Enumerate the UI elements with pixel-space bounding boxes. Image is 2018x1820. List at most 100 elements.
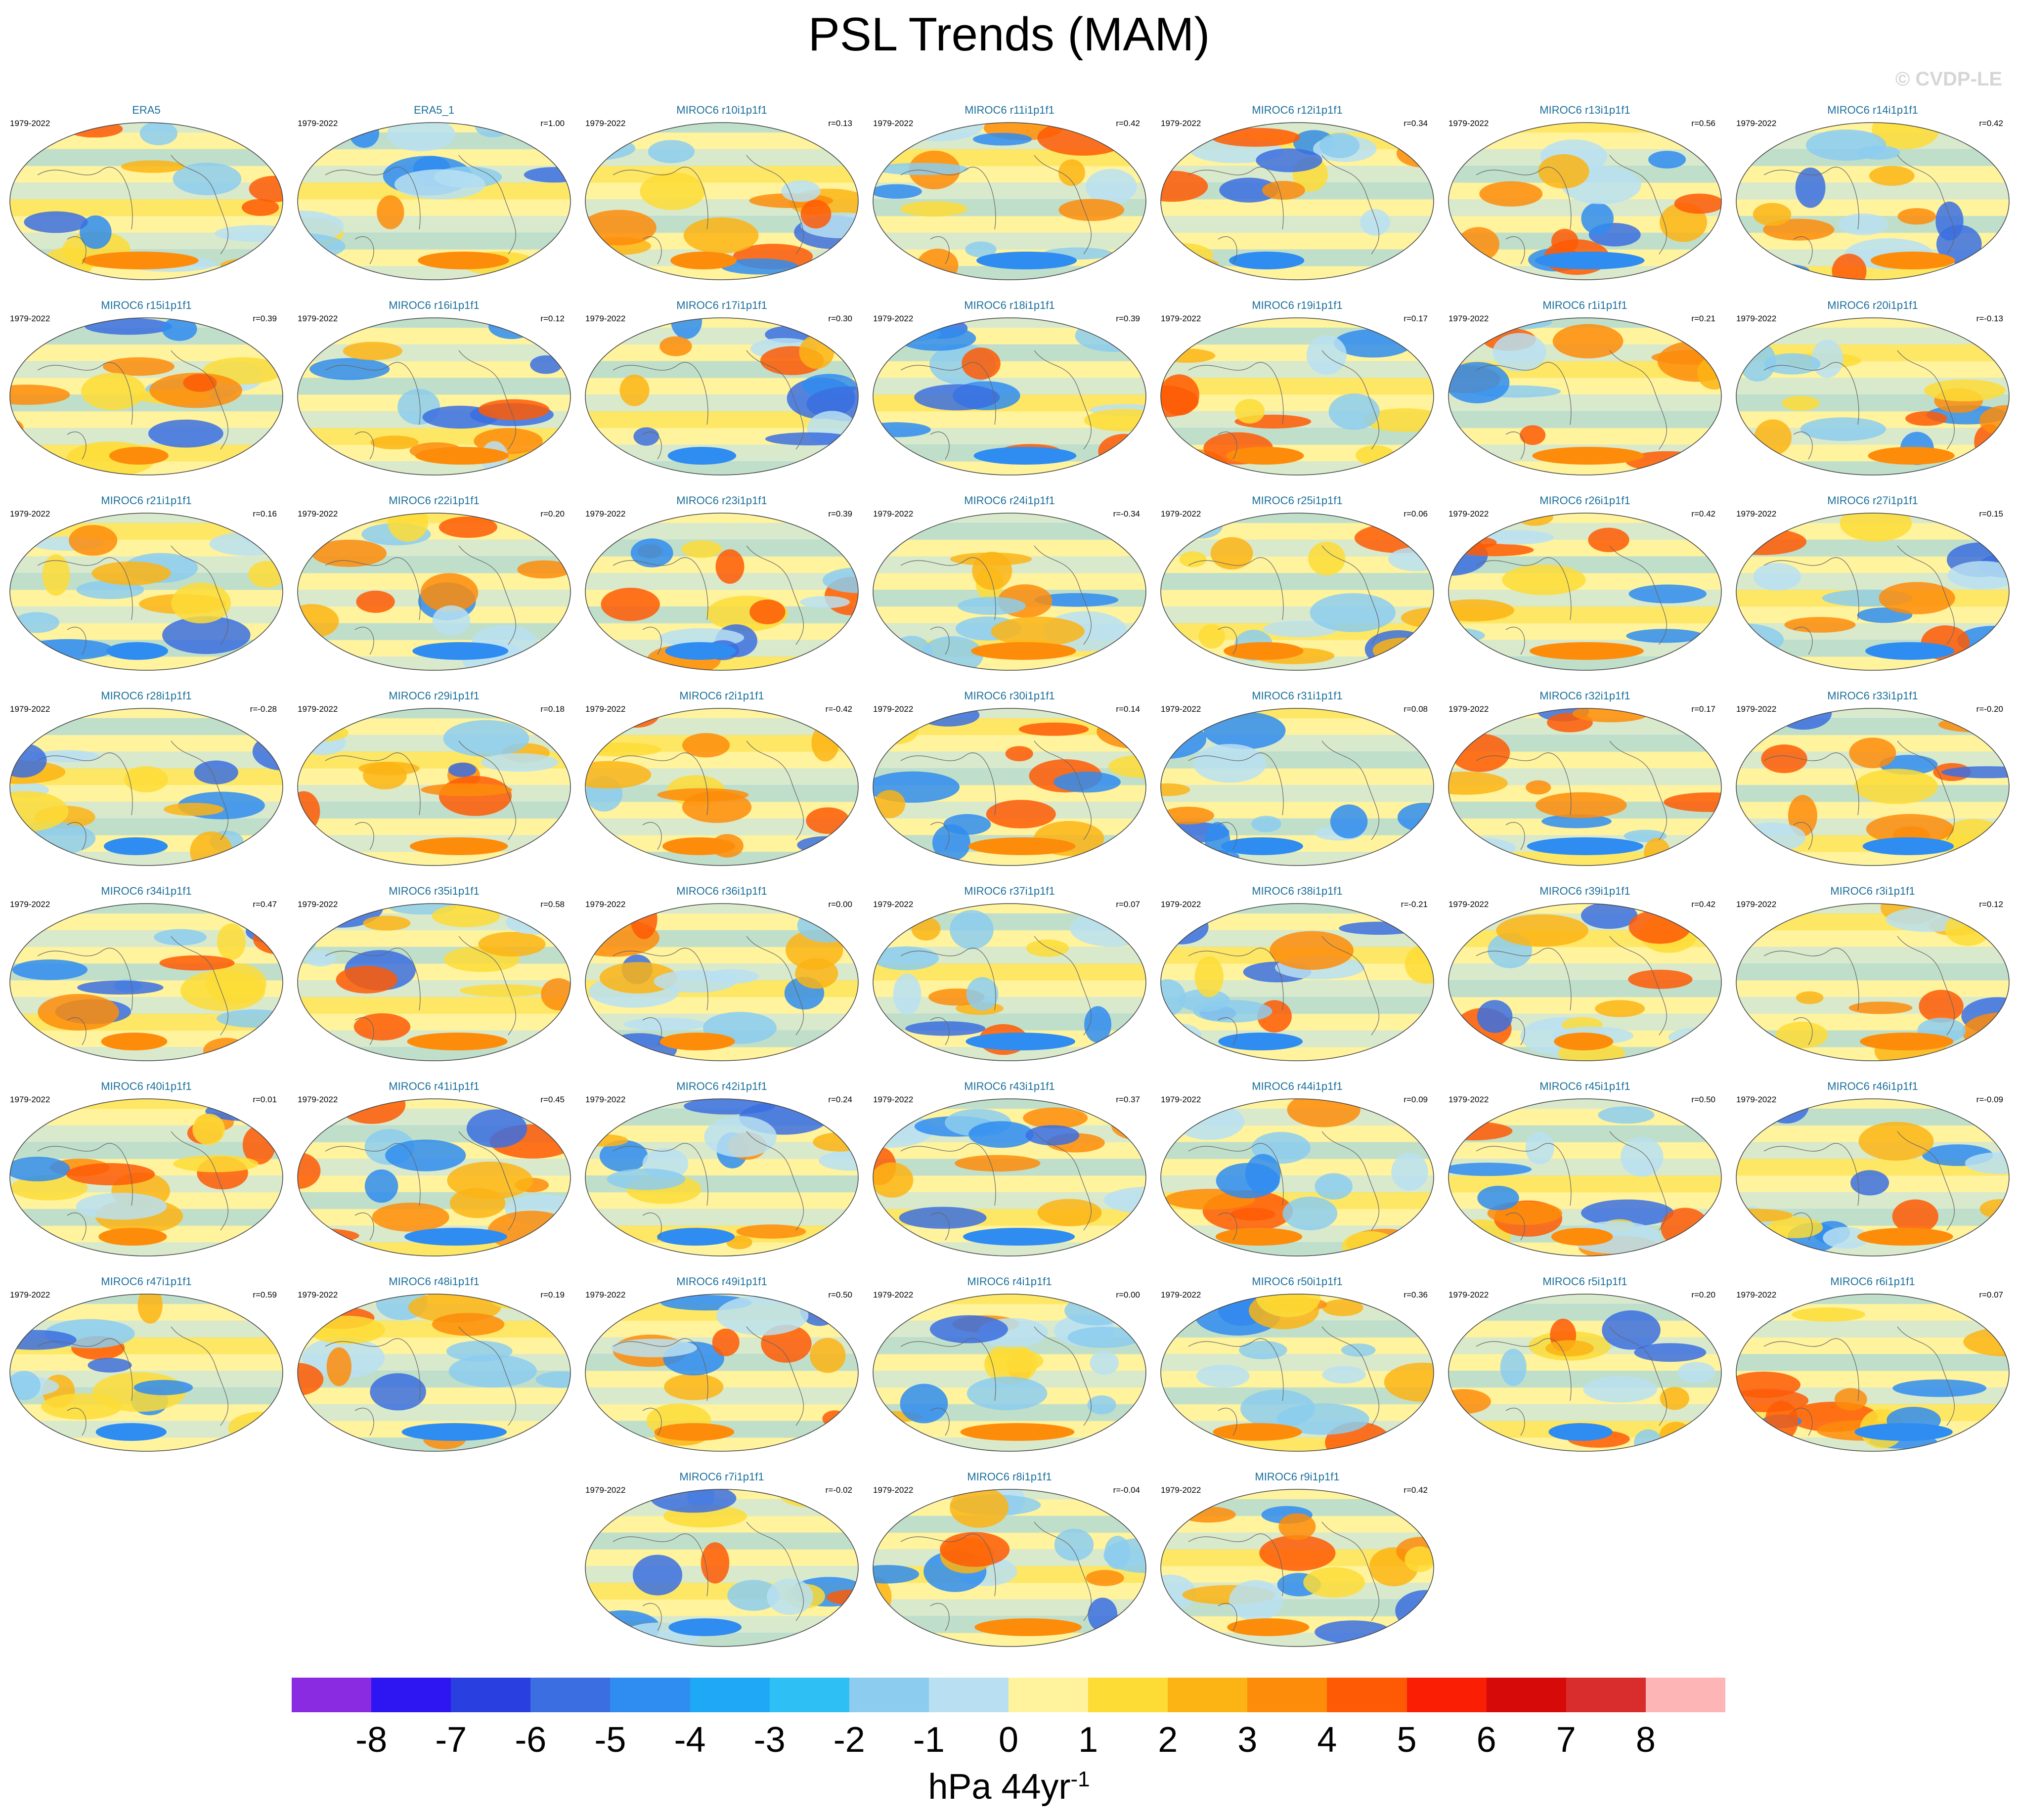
panel-correlation: r=0.08 [1404, 704, 1428, 714]
colorbar-tick-label: -8 [355, 1720, 388, 1760]
panel-period: 1979-2022 [585, 900, 626, 909]
colorbar-swatch [769, 1678, 850, 1712]
panel-correlation: r=-0.34 [1113, 509, 1140, 519]
panel-title: MIROC6 r15i1p1f1 [101, 299, 192, 311]
panel-correlation: r=0.58 [540, 900, 565, 909]
panel-correlation: r=0.16 [253, 509, 277, 519]
panel-period: 1979-2022 [585, 1095, 626, 1104]
map-panel: MIROC6 r9i1p1f1 1979-2022 r=0.42 [1159, 1471, 1436, 1652]
panel-correlation: r=0.19 [540, 1290, 565, 1300]
colorbar-swatch [1486, 1678, 1567, 1712]
map-panel: MIROC6 r11i1p1f1 1979-2022 r=0.42 [871, 104, 1148, 286]
map-panel: MIROC6 r44i1p1f1 1979-2022 r=0.09 [1159, 1080, 1436, 1262]
colorbar-swatch [451, 1678, 531, 1712]
panel-period: 1979-2022 [1736, 900, 1777, 909]
trend-map [297, 317, 571, 476]
panel-title: MIROC6 r23i1p1f1 [676, 494, 767, 507]
panel-period: 1979-2022 [10, 1290, 50, 1300]
panel-period: 1979-2022 [1161, 119, 1201, 128]
map-panel: MIROC6 r24i1p1f1 1979-2022 r=-0.34 [871, 494, 1148, 676]
map-panel: MIROC6 r37i1p1f1 1979-2022 r=0.07 [871, 885, 1148, 1067]
trend-map [9, 1098, 283, 1257]
colorbar-swatch [928, 1678, 1009, 1712]
panel-correlation: r=0.36 [1404, 1290, 1428, 1300]
panel-period: 1979-2022 [1448, 1095, 1489, 1104]
trend-map [297, 1098, 571, 1257]
panel-correlation: r=0.50 [1691, 1095, 1715, 1104]
trend-map [1448, 1098, 1722, 1257]
panel-correlation: r=0.39 [1116, 314, 1140, 323]
colorbar-swatch [610, 1678, 691, 1712]
panel-title: MIROC6 r50i1p1f1 [1252, 1275, 1343, 1288]
panel-period: 1979-2022 [1448, 119, 1489, 128]
panel-title: MIROC6 r35i1p1f1 [389, 885, 480, 897]
colorbar-tick-label: -3 [753, 1720, 786, 1760]
panel-period: 1979-2022 [1448, 900, 1489, 909]
panel-correlation: r=0.24 [828, 1095, 852, 1104]
panel-period: 1979-2022 [1161, 1095, 1201, 1104]
trend-map [9, 513, 283, 671]
panel-period: 1979-2022 [298, 1095, 338, 1104]
map-panel: MIROC6 r23i1p1f1 1979-2022 r=0.39 [583, 494, 860, 676]
panel-correlation: r=0.14 [1116, 704, 1140, 714]
panel-correlation: r=0.17 [1691, 704, 1715, 714]
panel-period: 1979-2022 [585, 704, 626, 714]
panel-correlation: r=0.34 [1404, 119, 1428, 128]
panel-correlation: r=0.50 [828, 1290, 852, 1300]
trend-map [1448, 903, 1722, 1061]
trend-map [1448, 1294, 1722, 1452]
trend-map [873, 903, 1146, 1061]
trend-map [9, 1294, 283, 1452]
figure-title: PSL Trends (MAM) [808, 8, 1210, 61]
panel-title: MIROC6 r25i1p1f1 [1252, 494, 1343, 507]
map-panel: MIROC6 r16i1p1f1 1979-2022 r=0.12 [296, 299, 572, 481]
panel-title: MIROC6 r11i1p1f1 [965, 104, 1054, 116]
panel-period: 1979-2022 [298, 900, 338, 909]
map-panel: ERA5_1 1979-2022 r=1.00 [296, 104, 572, 286]
map-panel: MIROC6 r33i1p1f1 1979-2022 r=-0.20 [1734, 690, 2011, 871]
panel-correlation: r=0.42 [1691, 509, 1715, 519]
panel-title: MIROC6 r44i1p1f1 [1252, 1080, 1343, 1092]
map-panel: MIROC6 r40i1p1f1 1979-2022 r=0.01 [8, 1080, 285, 1262]
colorbar-swatch [1088, 1678, 1168, 1712]
map-panel: MIROC6 r25i1p1f1 1979-2022 r=0.06 [1159, 494, 1436, 676]
panel-title: MIROC6 r46i1p1f1 [1827, 1080, 1918, 1092]
panel-period: 1979-2022 [873, 1290, 914, 1300]
trend-map [1736, 1098, 2010, 1257]
trend-map [1160, 122, 1434, 280]
panel-period: 1979-2022 [1161, 314, 1201, 323]
panel-title: MIROC6 r12i1p1f1 [1252, 104, 1343, 116]
map-panel: MIROC6 r17i1p1f1 1979-2022 r=0.30 [583, 299, 860, 481]
trend-map [873, 122, 1146, 280]
map-panel: MIROC6 r7i1p1f1 1979-2022 r=-0.02 [583, 1471, 860, 1652]
colorbar-tick-label: -2 [833, 1720, 865, 1760]
trend-map [1160, 1294, 1434, 1452]
trend-map [873, 708, 1146, 866]
panel-period: 1979-2022 [585, 1485, 626, 1495]
colorbar-swatch [1645, 1678, 1726, 1712]
map-panel: MIROC6 r13i1p1f1 1979-2022 r=0.56 [1447, 104, 1723, 286]
panel-title: MIROC6 r6i1p1f1 [1830, 1275, 1915, 1288]
trend-map [1448, 513, 1722, 671]
panel-period: 1979-2022 [298, 314, 338, 323]
panel-title: MIROC6 r13i1p1f1 [1539, 104, 1630, 116]
colorbar-swatch [1566, 1678, 1646, 1712]
trend-map [873, 317, 1146, 476]
trend-map [297, 513, 571, 671]
panel-title: MIROC6 r30i1p1f1 [964, 690, 1055, 702]
colorbar-tick-label: 3 [1237, 1720, 1258, 1760]
panel-period: 1979-2022 [1736, 314, 1777, 323]
panel-period: 1979-2022 [585, 314, 626, 323]
trend-map [1736, 903, 2010, 1061]
panel-period: 1979-2022 [873, 704, 914, 714]
map-panel: MIROC6 r41i1p1f1 1979-2022 r=0.45 [296, 1080, 572, 1262]
trend-map [1736, 513, 2010, 671]
colorbar-swatch [1406, 1678, 1487, 1712]
map-panel: MIROC6 r50i1p1f1 1979-2022 r=0.36 [1159, 1275, 1436, 1457]
panel-period: 1979-2022 [585, 119, 626, 128]
map-panel: MIROC6 r14i1p1f1 1979-2022 r=0.42 [1734, 104, 2011, 286]
colorbar-tick-label: 2 [1158, 1720, 1178, 1760]
panel-correlation: r=-0.13 [1976, 314, 2003, 323]
trend-map [1160, 1489, 1434, 1647]
panel-period: 1979-2022 [1161, 1290, 1201, 1300]
